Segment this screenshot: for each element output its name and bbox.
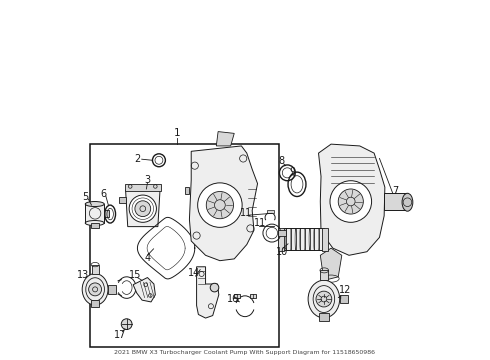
Polygon shape <box>185 187 190 194</box>
Polygon shape <box>91 223 98 228</box>
Polygon shape <box>196 267 219 318</box>
Text: 13: 13 <box>77 270 89 280</box>
Text: 1: 1 <box>173 129 180 138</box>
Bar <box>91 300 99 307</box>
Bar <box>340 295 348 303</box>
Polygon shape <box>133 278 155 302</box>
Ellipse shape <box>402 193 413 211</box>
Text: 2: 2 <box>134 154 141 164</box>
Polygon shape <box>85 204 104 223</box>
Circle shape <box>206 192 234 219</box>
Circle shape <box>210 283 219 292</box>
Polygon shape <box>216 132 234 146</box>
Ellipse shape <box>308 280 340 318</box>
Bar <box>322 228 328 251</box>
Circle shape <box>330 181 371 222</box>
Text: 17: 17 <box>114 330 127 340</box>
Text: 9: 9 <box>289 167 295 177</box>
Text: 11: 11 <box>254 218 267 228</box>
Polygon shape <box>190 146 258 261</box>
Bar <box>92 265 98 274</box>
Text: 7: 7 <box>392 186 399 197</box>
Bar <box>283 228 324 250</box>
Ellipse shape <box>82 274 108 305</box>
Bar <box>384 193 408 211</box>
Bar <box>319 313 329 320</box>
Circle shape <box>135 201 151 217</box>
Ellipse shape <box>85 202 104 207</box>
Circle shape <box>338 189 364 214</box>
Bar <box>320 270 328 280</box>
Bar <box>250 294 256 298</box>
Bar <box>108 285 116 294</box>
Polygon shape <box>120 197 125 203</box>
Text: 15: 15 <box>129 270 142 280</box>
Text: 11: 11 <box>240 208 252 218</box>
Text: 2021 BMW X3 Turbocharger Coolant Pump With Support Diagram for 11518650986: 2021 BMW X3 Turbocharger Coolant Pump Wi… <box>115 350 375 355</box>
Circle shape <box>316 291 332 307</box>
Bar <box>90 144 279 347</box>
Text: 12: 12 <box>339 285 352 296</box>
Polygon shape <box>125 184 161 191</box>
Circle shape <box>129 195 156 222</box>
Polygon shape <box>320 248 342 280</box>
Text: 10: 10 <box>276 247 288 257</box>
Text: 16: 16 <box>227 294 240 304</box>
Bar <box>278 228 284 251</box>
Polygon shape <box>104 210 109 217</box>
Bar <box>278 230 286 236</box>
Text: 6: 6 <box>100 189 106 199</box>
Bar <box>267 210 274 213</box>
Bar <box>234 294 240 298</box>
Circle shape <box>122 319 132 329</box>
Text: 5: 5 <box>82 192 89 202</box>
Text: 3: 3 <box>145 175 150 185</box>
Text: 4: 4 <box>145 253 150 263</box>
Polygon shape <box>125 190 160 226</box>
Ellipse shape <box>85 221 104 226</box>
Text: 8: 8 <box>278 156 285 166</box>
Circle shape <box>89 283 101 296</box>
Circle shape <box>197 183 242 227</box>
Polygon shape <box>318 144 385 255</box>
Text: 14: 14 <box>188 268 200 278</box>
